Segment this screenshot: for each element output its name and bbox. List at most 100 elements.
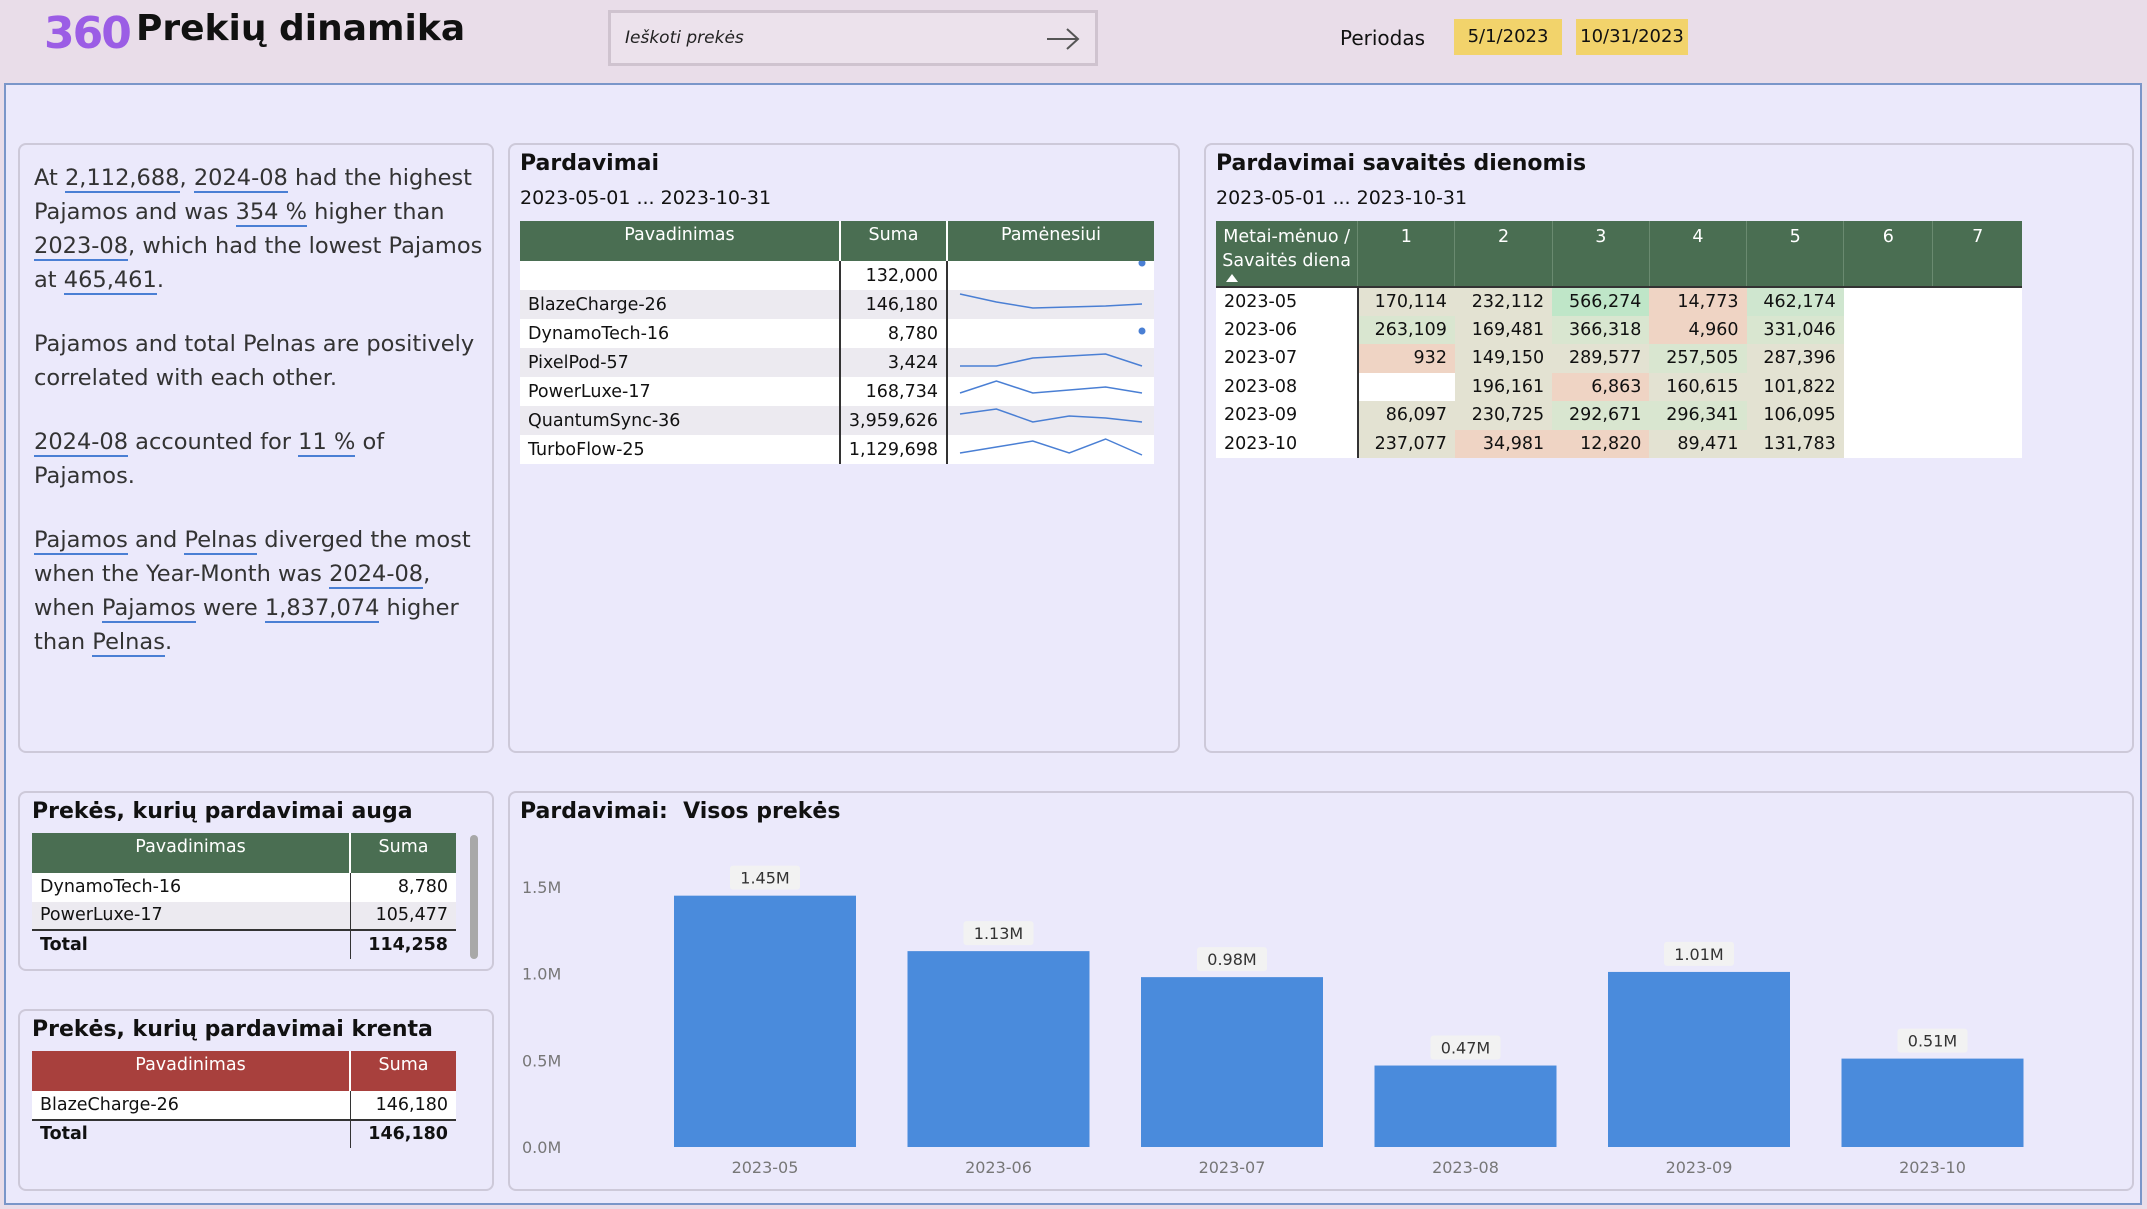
weekday-header[interactable]: 4	[1648, 221, 1747, 287]
bar-2023-06[interactable]	[907, 951, 1090, 1147]
bar-2023-05[interactable]	[674, 895, 856, 1147]
sparkline-cell	[947, 319, 1154, 348]
product-name: DynamoTech-16	[520, 319, 841, 348]
sales-title: Pardavimai	[520, 151, 660, 176]
x-tick-label: 2023-08	[1432, 1158, 1499, 1177]
column-header-monthly[interactable]: Pamėnesiui	[947, 221, 1154, 261]
data-label: 0.47M	[1441, 1039, 1490, 1058]
weekday-title: Pardavimai savaitės dienomis	[1216, 151, 1587, 176]
growing-products-card: Prekės, kurių pardavimai auga Pavadinima…	[18, 791, 494, 971]
sparkline-point	[1138, 327, 1146, 335]
weekday-header[interactable]: 5	[1746, 221, 1844, 287]
matrix-cell: 366,318	[1552, 315, 1650, 344]
bar-2023-09[interactable]	[1608, 971, 1790, 1147]
narrative-paragraph-3: 2024-08 accounted for 11 % of Pajamos.	[34, 429, 385, 489]
x-tick-label: 2023-10	[1899, 1158, 1966, 1177]
sparkline	[960, 353, 1143, 367]
search-input[interactable]	[625, 25, 1025, 51]
month-label: 2023-05	[1216, 287, 1359, 316]
matrix-corner-header[interactable]: Metai-mėnuo / Savaitės diena	[1216, 221, 1358, 287]
total-label: Total	[32, 929, 351, 959]
table-row[interactable]: QuantumSync-36 3,959,626	[520, 406, 1154, 435]
brand-logo[interactable]: 360	[44, 8, 132, 59]
column-header-sum[interactable]: Suma	[839, 221, 949, 261]
total-row: Total 114,258	[32, 929, 456, 959]
table-row[interactable]: PowerLuxe-17 105,477	[32, 901, 456, 930]
narrative-paragraph-2: Pajamos and total Pelnas are positively …	[34, 331, 475, 391]
column-header-name[interactable]: Pavadinimas	[32, 1051, 351, 1091]
search-box[interactable]	[608, 10, 1098, 66]
y-tick-label: 1.5M	[522, 878, 561, 897]
product-name: DynamoTech-16	[32, 873, 351, 902]
narrative-value: 2,112,688	[64, 165, 180, 193]
matrix-cell: 196,161	[1454, 372, 1553, 401]
matrix-cell: 237,077	[1357, 429, 1455, 458]
matrix-cell: 106,095	[1746, 401, 1844, 430]
matrix-cell: 170,114	[1357, 287, 1455, 316]
product-sum: 8,780	[839, 319, 949, 348]
weekday-header[interactable]: 2	[1454, 221, 1553, 287]
table-row[interactable]: BlazeCharge-26 146,180	[32, 1091, 456, 1120]
narrative-value: 465,461	[63, 267, 157, 295]
column-header-sum[interactable]: Suma	[350, 833, 456, 873]
weekday-header[interactable]: 3	[1551, 221, 1650, 287]
table-row[interactable]: PowerLuxe-17 168,734	[520, 377, 1154, 406]
month-label: 2023-09	[1216, 401, 1359, 430]
matrix-cell	[1932, 429, 2022, 458]
table-row[interactable]: DynamoTech-16 8,780	[32, 873, 456, 902]
sales-date-range: 2023-05-01 ... 2023-10-31	[520, 187, 772, 209]
column-header-sum[interactable]: Suma	[350, 1051, 456, 1091]
total-value: 114,258	[350, 929, 456, 959]
bar-2023-07[interactable]	[1141, 977, 1323, 1147]
report-canvas: At 2,112,688, 2024-08 had the highest Pa…	[4, 83, 2142, 1205]
matrix-cell	[1843, 429, 1933, 458]
matrix-cell: 169,481	[1454, 315, 1553, 344]
x-tick-label: 2023-09	[1666, 1158, 1733, 1177]
narrative-paragraph-4: Pajamos and Pelnas diverged the most whe…	[34, 527, 471, 657]
product-name: BlazeCharge-26	[32, 1091, 351, 1120]
column-header-name[interactable]: Pavadinimas	[32, 833, 351, 873]
narrative-value: 2024-08	[34, 429, 129, 457]
matrix-row[interactable]: 2023-05 170,114 232,112 566,274 14,773 462,17…	[1216, 287, 2022, 316]
matrix-cell: 566,274	[1552, 287, 1650, 316]
matrix-cell: 34,981	[1454, 429, 1553, 458]
matrix-cell	[1932, 315, 2022, 344]
matrix-cell: 289,577	[1552, 344, 1650, 373]
column-header-name[interactable]: Pavadinimas	[520, 221, 841, 261]
matrix-cell: 12,820	[1552, 429, 1650, 458]
table-row[interactable]: TurboFlow-25 1,129,698	[520, 435, 1154, 464]
table-row[interactable]: DynamoTech-16 8,780	[520, 319, 1154, 348]
product-name: PowerLuxe-17	[32, 901, 351, 930]
data-label-background	[1197, 947, 1267, 972]
table-row[interactable]: 132,000	[520, 259, 1154, 290]
bar-2023-10[interactable]	[1841, 1058, 2024, 1147]
date-from-chip[interactable]: 5/1/2023	[1454, 19, 1562, 55]
matrix-row[interactable]: 2023-10 237,077 34,981 12,820 89,471 131,783	[1216, 429, 2022, 458]
arrow-right-icon[interactable]	[1045, 27, 1081, 51]
matrix-row[interactable]: 2023-08 196,161 6,863 160,615 101,822	[1216, 372, 2022, 401]
sparkline-cell	[947, 348, 1154, 377]
date-to-chip[interactable]: 10/31/2023	[1576, 19, 1688, 55]
data-label: 1.13M	[974, 924, 1023, 943]
data-label-background	[963, 921, 1034, 946]
sort-ascending-icon[interactable]	[1226, 274, 1238, 282]
data-label: 0.98M	[1207, 950, 1256, 969]
bar-2023-08[interactable]	[1374, 1065, 1557, 1147]
table-row[interactable]: BlazeCharge-26 146,180	[520, 290, 1154, 319]
weekday-header[interactable]: 7	[1932, 221, 2022, 287]
matrix-row[interactable]: 2023-06 263,109 169,481 366,318 4,960 331,046	[1216, 315, 2022, 344]
sparkline-line	[959, 293, 1143, 309]
x-tick-label: 2023-05	[732, 1158, 799, 1177]
product-sum: 168,734	[839, 377, 949, 406]
weekday-header[interactable]: 1	[1357, 221, 1455, 287]
weekday-header[interactable]: 6	[1843, 221, 1933, 287]
data-label-background	[1897, 1028, 1968, 1053]
matrix-row[interactable]: 2023-07 932 149,150 289,577 257,505 287,396	[1216, 344, 2022, 373]
matrix-row[interactable]: 2023-09 86,097 230,725 292,671 296,341 106,09…	[1216, 401, 2022, 430]
vertical-scrollbar[interactable]	[470, 835, 478, 959]
matrix-cell	[1843, 315, 1933, 344]
data-label-background	[730, 865, 800, 890]
y-tick-label: 0.5M	[522, 1051, 561, 1070]
table-row[interactable]: PixelPod-57 3,424	[520, 348, 1154, 377]
